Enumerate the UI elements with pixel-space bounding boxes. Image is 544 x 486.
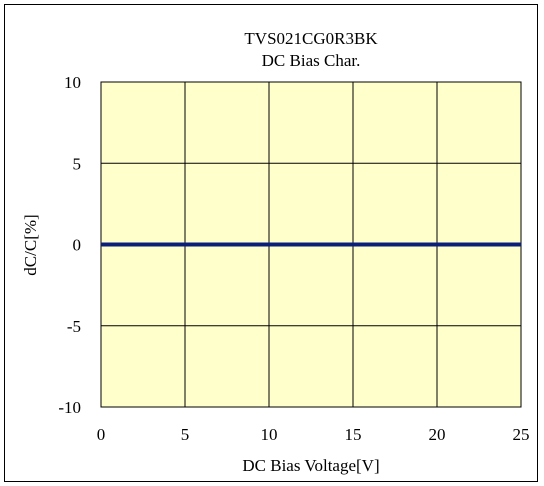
- y-axis-label: dC/C[%]: [21, 214, 40, 275]
- y-tick-labels: -10 -5 0 5 10: [58, 73, 81, 417]
- y-tick-label: -5: [67, 317, 81, 336]
- chart-title: TVS021CG0R3BK: [244, 29, 378, 48]
- y-tick-label: -10: [58, 398, 81, 417]
- x-tick-labels: 0 5 10 15 20 25: [97, 425, 530, 444]
- x-tick-label: 25: [513, 425, 530, 444]
- x-tick-label: 15: [345, 425, 362, 444]
- x-tick-label: 0: [97, 425, 106, 444]
- y-tick-label: 5: [73, 154, 82, 173]
- y-tick-label: 0: [73, 236, 82, 255]
- x-axis-label: DC Bias Voltage[V]: [242, 456, 379, 475]
- y-tick-label: 10: [64, 73, 81, 92]
- chart-subtitle: DC Bias Char.: [262, 51, 361, 70]
- x-tick-label: 20: [429, 425, 446, 444]
- x-tick-label: 10: [261, 425, 278, 444]
- x-tick-label: 5: [181, 425, 190, 444]
